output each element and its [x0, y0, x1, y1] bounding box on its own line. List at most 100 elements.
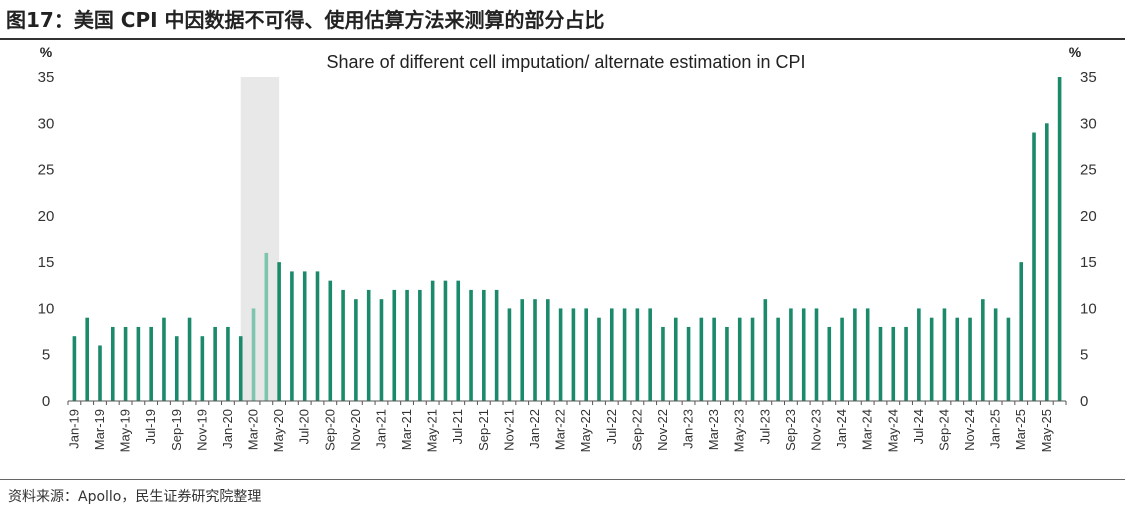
bar-Oct-19	[187, 317, 192, 401]
x-tick-label: Jan-23	[681, 409, 696, 449]
bar-Sep-20	[328, 280, 333, 401]
bar-Jun-22	[597, 317, 601, 401]
x-tick-label: Jan-24	[834, 409, 849, 449]
bar-Jun-25	[1057, 77, 1062, 401]
bar-Jul-20	[302, 271, 307, 401]
y-tick-right: 35	[1080, 69, 1097, 86]
bar-Apr-19	[110, 326, 115, 401]
x-tick-label: Sep-21	[476, 409, 491, 451]
bar-Aug-22	[622, 308, 627, 401]
bar-Jul-21	[456, 280, 461, 401]
bar-Jan-20	[226, 326, 230, 401]
bar-Jun-21	[443, 280, 448, 401]
x-tick-label: Jul-24	[911, 409, 926, 444]
x-tick-label: May-24	[885, 409, 900, 452]
bar-Feb-25	[1006, 317, 1011, 401]
bar-Oct-23	[801, 308, 806, 401]
x-tick-label: Mar-25	[1013, 409, 1028, 450]
x-tick-label: Mar-24	[860, 409, 875, 450]
bar-Mar-19	[98, 345, 102, 401]
y-tick-right: 25	[1080, 162, 1097, 179]
x-tick-label: Mar-20	[246, 409, 261, 450]
bar-Feb-20	[238, 336, 243, 401]
bars	[72, 77, 1062, 401]
bar-Jun-24	[904, 326, 908, 401]
x-tick-label: Nov-19	[194, 409, 209, 451]
bar-Nov-23	[814, 308, 819, 401]
bar-Mar-23	[712, 317, 716, 401]
bar-Feb-21	[392, 289, 397, 401]
x-tick-label: Nov-21	[501, 409, 516, 451]
bar-Apr-24	[878, 326, 883, 401]
x-tick-label: Mar-22	[553, 409, 568, 450]
bar-Sep-23	[789, 308, 793, 401]
bar-Feb-22	[546, 299, 550, 401]
x-tick-label: Sep-24	[936, 409, 951, 451]
bar-Jan-21	[379, 299, 384, 401]
bar-Jan-23	[686, 326, 691, 401]
bar-Oct-21	[494, 289, 499, 401]
bar-Dec-23	[827, 326, 832, 401]
bottom-divider	[0, 479, 1125, 480]
x-tick-label: Sep-22	[629, 409, 644, 451]
axes: 0 0 5 5 10 10 15 15 20 20 25 25 30 30 35 35 Jan-19 Mar-19…	[38, 69, 1097, 452]
y-tick-right: 30	[1080, 115, 1097, 132]
y-axis-left-unit: %	[40, 44, 53, 60]
x-tick-label: Nov-22	[655, 409, 670, 451]
bar-Nov-21	[507, 308, 512, 401]
bar-Oct-22	[648, 308, 652, 401]
x-tick-label: May-21	[425, 409, 440, 452]
y-tick-right: 10	[1080, 300, 1097, 317]
y-tick-left: 0	[42, 393, 50, 410]
x-tick-label: Jan-25	[988, 409, 1003, 449]
bar-May-23	[737, 317, 742, 401]
bar-Jun-19	[136, 326, 141, 401]
y-tick-left: 10	[38, 300, 55, 317]
bar-Dec-22	[673, 317, 678, 401]
x-tick-label: Mar-23	[706, 409, 721, 450]
bar-Sep-24	[942, 308, 947, 401]
x-tick-label: Mar-19	[92, 409, 107, 450]
y-tick-right: 15	[1080, 254, 1097, 271]
x-tick-label: Nov-23	[809, 409, 824, 451]
bar-chart: Share of different cell imputation/ alte…	[38, 44, 1097, 452]
bar-Nov-19	[200, 336, 205, 401]
y-tick-left: 15	[38, 254, 55, 271]
bar-Feb-19	[85, 317, 89, 401]
x-tick-label: May-19	[118, 409, 133, 452]
bar-May-22	[584, 308, 588, 401]
top-divider	[0, 38, 1125, 40]
bar-Apr-23	[725, 326, 729, 401]
bar-Jun-20	[290, 271, 294, 401]
x-tick-label: Jul-19	[143, 409, 158, 444]
y-tick-left: 20	[38, 208, 55, 225]
bar-Nov-24	[968, 317, 972, 401]
bar-Mar-25	[1019, 262, 1024, 401]
x-tick-label: Nov-20	[348, 409, 363, 451]
bar-Sep-19	[174, 336, 179, 401]
x-tick-label: Jul-23	[757, 409, 772, 444]
bar-Oct-20	[341, 289, 345, 401]
bar-Nov-20	[354, 299, 358, 401]
bar-May-24	[891, 326, 896, 401]
source-note: 资料来源：Apollo，民生证券研究院整理	[8, 489, 262, 505]
x-tick-label: May-25	[1039, 409, 1054, 452]
bar-Nov-22	[661, 326, 665, 401]
x-tick-label: Sep-23	[783, 409, 798, 451]
shaded-period-band	[240, 77, 280, 401]
x-tick-label: May-20	[271, 409, 286, 452]
bar-Aug-24	[929, 317, 934, 401]
y-tick-left: 30	[38, 115, 55, 132]
bar-Feb-24	[853, 308, 857, 401]
y-axis-right-unit: %	[1069, 44, 1082, 60]
x-tick-label: Jul-20	[297, 409, 312, 444]
x-tick-label: Sep-19	[169, 409, 184, 451]
bar-Oct-24	[955, 317, 960, 401]
bar-Apr-25	[1032, 132, 1036, 401]
bar-Aug-20	[315, 271, 320, 401]
bar-Jan-19	[72, 336, 77, 401]
chart-title: Share of different cell imputation/ alte…	[327, 52, 806, 72]
bar-May-19	[123, 326, 128, 401]
x-tick-label: Jan-20	[220, 409, 235, 449]
bar-Sep-22	[635, 308, 640, 401]
